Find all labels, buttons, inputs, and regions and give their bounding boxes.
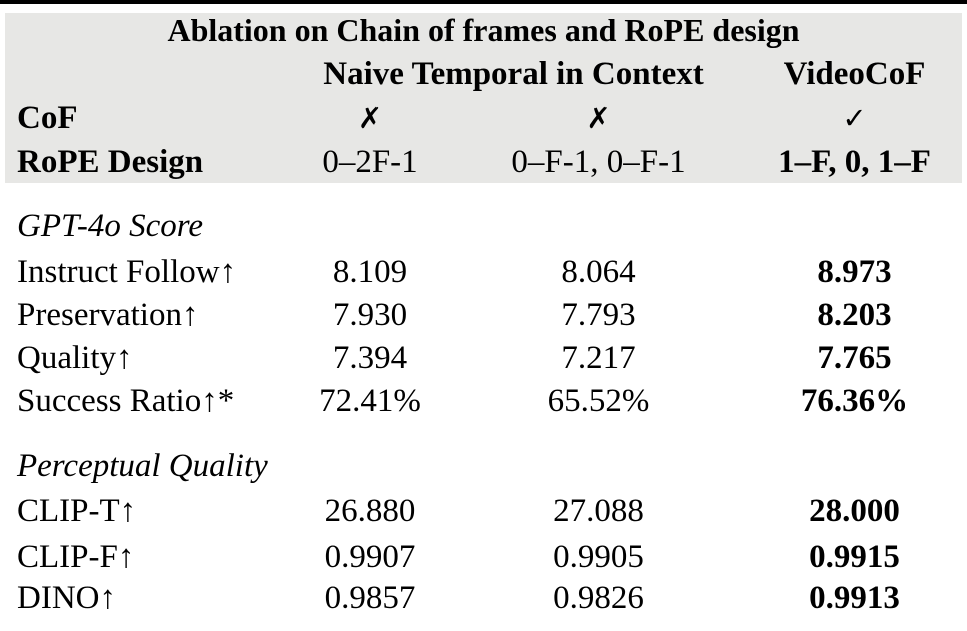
cell-value: 27.088 [553,492,644,529]
row-label: RoPE Design [17,143,204,180]
column-group-videocof: VideoCoF [783,55,926,92]
rope-value: 0–F-1, 0–F-1 [511,143,686,180]
cell-value: 0.9826 [553,579,644,616]
rope-design-row: RoPE Design 0–2F-1 0–F-1, 0–F-1 1–F, 0, … [0,140,967,184]
cell-value: 0.9905 [553,538,644,575]
cell-value: 7.217 [561,339,636,376]
table-row: CLIP-F↑ 0.9907 0.9905 0.9915 [0,535,967,579]
cell-value-best: 0.9915 [809,538,900,575]
bottom-rule [0,0,967,4]
table-row: DINO↑ 0.9857 0.9826 0.9913 [0,576,967,620]
row-label: CLIP-F↑ [17,538,135,575]
cross-icon: ✗ [357,101,383,135]
cell-value: 8.109 [332,253,408,290]
cell-value: 0.9907 [324,538,416,575]
cell-value: 7.930 [332,296,408,333]
cell-value: 7.394 [332,339,408,376]
table-row: Success Ratio↑* 72.41% 65.52% 76.36% [0,379,967,423]
cell-value-best: 7.765 [817,339,892,376]
row-label: Quality↑ [17,339,133,376]
rope-value: 0–2F-1 [322,143,418,180]
cell-value: 26.880 [324,492,416,529]
column-group-header-row: Naive Temporal in Context VideoCoF [0,52,967,96]
row-label: CoF [17,99,78,136]
section-title: Perceptual Quality [17,447,268,484]
cof-config-row: CoF ✗ ✗ ✓ [0,96,967,140]
cell-value: 0.9857 [324,579,416,616]
cell-value-best: 0.9913 [809,579,900,616]
cell-value: 7.793 [561,296,636,333]
row-label: DINO↑ [17,579,116,616]
row-label: Success Ratio↑* [17,382,235,419]
table-row: Quality↑ 7.394 7.217 7.765 [0,336,967,380]
header-background [5,13,962,183]
cell-value-best: 8.973 [817,253,892,290]
check-icon: ✓ [842,101,867,135]
rope-value: 1–F, 0, 1–F [778,143,931,180]
cell-value: 72.41% [319,382,421,419]
cell-value: 8.064 [561,253,636,290]
cell-value: 65.52% [547,382,650,419]
section-header-row: Perceptual Quality [0,444,967,488]
table-row: Preservation↑ 7.930 7.793 8.203 [0,293,967,337]
column-group-naive: Naive Temporal in Context [323,55,704,92]
table-title-row: Ablation on Chain of frames and RoPE des… [0,8,967,52]
cross-icon: ✗ [586,101,611,135]
row-label: CLIP-T↑ [17,492,137,529]
cell-value-best: 28.000 [809,492,900,529]
cell-value-best: 8.203 [817,296,892,333]
table-title: Ablation on Chain of frames and RoPE des… [167,11,800,48]
section-title: GPT-4o Score [17,207,204,244]
table-row: CLIP-T↑ 26.880 27.088 28.000 [0,489,967,533]
cell-value-best: 76.36% [800,382,909,419]
table-row: Instruct Follow↑ 8.109 8.064 8.973 [0,250,967,294]
section-header-row: GPT-4o Score [0,204,967,248]
row-label: Preservation↑ [17,296,199,333]
row-label: Instruct Follow↑ [17,253,237,290]
